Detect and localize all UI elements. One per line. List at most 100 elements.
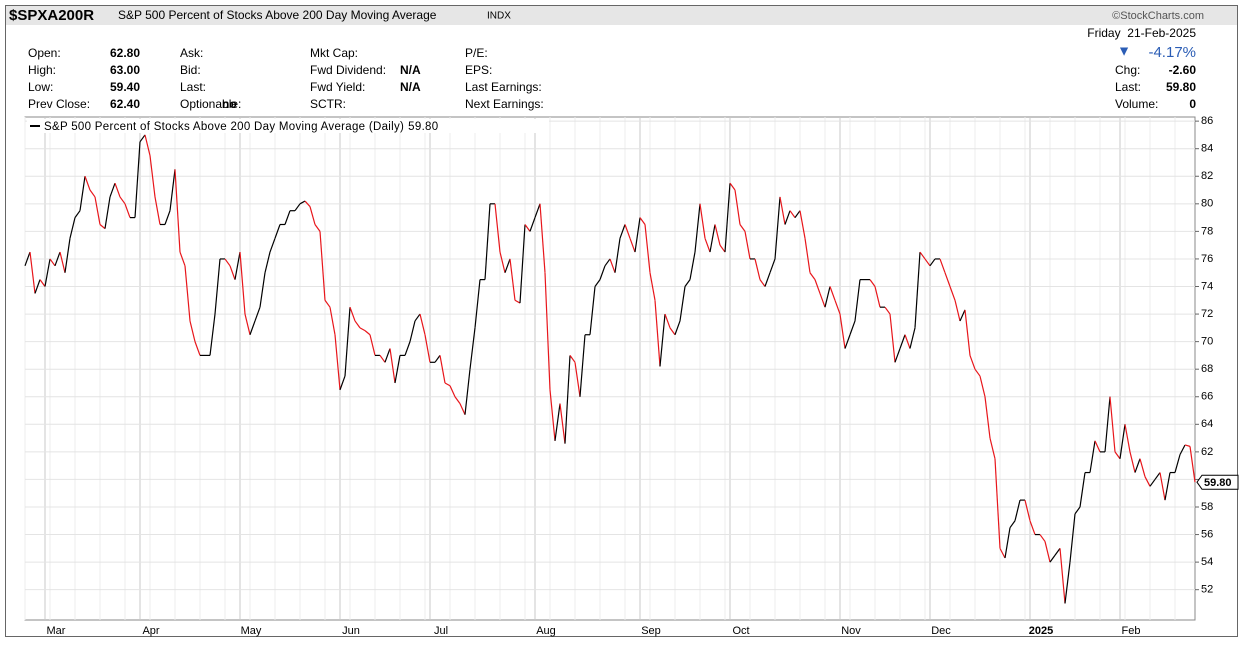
y-tick-label: 66	[1201, 391, 1213, 403]
line-segment	[604, 258, 611, 267]
quote-label: Last Earnings:	[465, 80, 542, 94]
line-segment	[834, 300, 841, 315]
line-segment	[529, 217, 536, 232]
line-segment	[214, 258, 221, 315]
line-segment	[499, 251, 506, 273]
legend-bg	[27, 119, 549, 133]
y-tick-label: 86	[1201, 115, 1213, 127]
line-segment	[509, 258, 516, 301]
line-segment	[554, 403, 561, 441]
y-tick-label: 74	[1201, 280, 1213, 292]
line-segment	[574, 362, 581, 397]
line-segment	[1149, 479, 1156, 487]
line-segment	[139, 134, 146, 143]
line-segment	[519, 224, 526, 304]
line-segment	[944, 272, 951, 287]
line-segment	[179, 251, 186, 267]
line-segment	[769, 258, 776, 273]
line-segment	[1039, 534, 1046, 542]
line-segment	[169, 169, 176, 211]
line-segment	[789, 210, 796, 218]
line-segment	[909, 327, 916, 349]
line-segment	[784, 210, 791, 225]
line-segment	[1104, 396, 1111, 452]
x-tick-label: Oct	[732, 625, 749, 637]
y-tick-label: 70	[1201, 336, 1213, 348]
quote-label: SCTR:	[310, 97, 346, 111]
line-segment	[544, 272, 551, 390]
line-segment	[274, 224, 281, 239]
line-segment	[1004, 527, 1011, 559]
x-tick-label: Sep	[641, 625, 661, 637]
line-segment	[284, 210, 291, 225]
line-segment	[314, 224, 321, 232]
security-name: S&P 500 Percent of Stocks Above 200 Day …	[118, 8, 437, 22]
x-tick-label: Jun	[342, 625, 360, 637]
line-segment	[1009, 520, 1016, 529]
line-segment	[39, 279, 46, 287]
line-segment	[174, 169, 181, 253]
line-segment	[894, 348, 901, 363]
line-segment	[754, 258, 761, 280]
line-segment	[534, 203, 541, 218]
x-tick-label: Apr	[142, 625, 159, 637]
line-segment	[344, 307, 351, 377]
line-segment	[664, 313, 671, 329]
line-segment	[1044, 541, 1051, 563]
line-segment	[369, 334, 376, 356]
quote-value: 59.80	[1166, 80, 1196, 94]
line-segment	[889, 314, 896, 363]
line-segment	[974, 368, 981, 377]
x-tick-label: Jul	[434, 625, 448, 637]
line-segment	[119, 196, 126, 205]
line-segment	[434, 355, 441, 363]
line-segment	[394, 355, 401, 384]
exchange: INDX	[487, 11, 511, 22]
quote-label: Mkt Cap:	[310, 46, 358, 60]
line-segment	[1014, 499, 1021, 521]
line-segment	[669, 327, 676, 336]
quote-label: High:	[28, 63, 56, 77]
line-segment	[919, 251, 926, 260]
line-segment	[94, 196, 101, 225]
line-segment	[639, 217, 646, 225]
y-tick-label: 82	[1201, 170, 1213, 182]
line-segment	[824, 286, 831, 308]
line-segment	[79, 176, 86, 211]
line-segment	[249, 320, 256, 335]
line-segment	[259, 272, 266, 308]
title-bar	[6, 6, 1237, 25]
quote-label: Bid:	[180, 63, 201, 77]
line-segment	[1184, 444, 1191, 447]
line-segment	[359, 327, 366, 332]
line-segment	[1054, 547, 1061, 556]
line-segment	[114, 182, 121, 198]
x-tick-label: Nov	[841, 625, 861, 637]
quote-label: Chg:	[1115, 63, 1140, 77]
line-segment	[709, 224, 716, 253]
line-segment	[1064, 562, 1071, 604]
quote-value: N/A	[400, 80, 421, 94]
line-segment	[244, 313, 251, 335]
line-segment	[589, 286, 596, 335]
line-segment	[1109, 396, 1116, 452]
y-tick-label: 78	[1201, 225, 1213, 237]
line-segment	[514, 299, 521, 304]
line-segment	[44, 258, 51, 287]
y-tick-label: 54	[1201, 556, 1213, 568]
line-segment	[49, 258, 56, 267]
line-segment	[69, 217, 76, 239]
line-segment	[1094, 440, 1101, 453]
change-pct: -4.17%	[1148, 44, 1196, 61]
quote-label: Optionable:	[180, 97, 241, 111]
line-segment	[329, 307, 336, 335]
brand: ©StockCharts.com	[1112, 10, 1204, 22]
line-segment	[1164, 472, 1171, 501]
line-segment	[29, 251, 36, 294]
line-segment	[364, 330, 371, 336]
line-segment	[1179, 444, 1186, 455]
line-segment	[439, 355, 446, 384]
line-segment	[224, 258, 231, 267]
y-tick-label: 64	[1201, 418, 1213, 430]
